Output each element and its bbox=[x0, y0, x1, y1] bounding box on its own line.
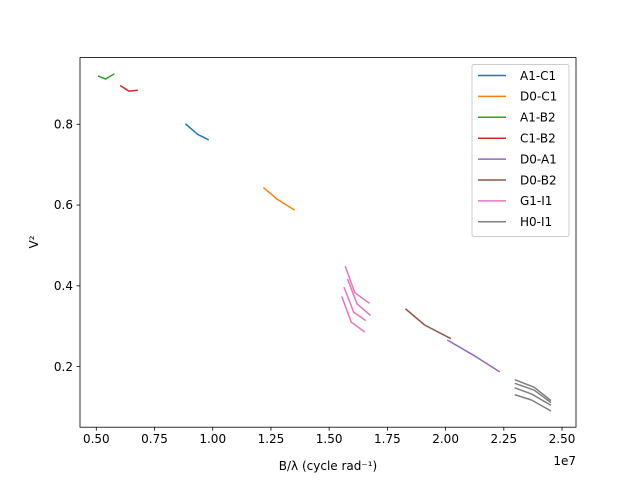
series-line-d0-a1 bbox=[446, 339, 501, 373]
plot-lines bbox=[97, 73, 552, 412]
x-tick-label: 2.50 bbox=[549, 432, 576, 446]
series-line-d0-c1 bbox=[262, 187, 296, 211]
x-tick-label: 2.25 bbox=[490, 432, 517, 446]
series-line-g1-i1 bbox=[344, 265, 370, 304]
series-line-d0-b2 bbox=[404, 308, 452, 340]
x-tick-label: 1.50 bbox=[316, 432, 343, 446]
legend: A1-C1 D0-C1 A1-B2 C1-B2 D0-A1 D0-B2 G1-I1 H0-I1 bbox=[471, 64, 570, 237]
axes-frame bbox=[79, 57, 577, 428]
x-scale-label: 1e7 bbox=[553, 454, 576, 468]
legend-frame bbox=[471, 64, 570, 237]
legend-label: D0-A1 bbox=[520, 152, 557, 166]
legend-label: C1-B2 bbox=[520, 132, 556, 146]
series-line-h0-i1 bbox=[514, 393, 552, 412]
series-line-h0-i1 bbox=[514, 382, 552, 404]
y-tick-label: 0.4 bbox=[54, 279, 73, 293]
legend-label: A1-C1 bbox=[520, 69, 556, 83]
series-line-g1-i1 bbox=[341, 296, 366, 333]
x-tick-label: 0.75 bbox=[141, 432, 168, 446]
series-line-a1-c1 bbox=[184, 123, 210, 141]
series-line-h0-i1 bbox=[514, 387, 552, 407]
legend-label: D0-B2 bbox=[520, 173, 557, 187]
legend-label: H0-I1 bbox=[520, 215, 552, 229]
legend-label: G1-I1 bbox=[520, 194, 552, 208]
y-tick-label: 0.6 bbox=[54, 198, 73, 212]
y-axis-ticks: 0.2 0.4 0.6 0.8 bbox=[54, 117, 80, 374]
y-tick-label: 0.2 bbox=[54, 360, 73, 374]
series-line-a1-b2 bbox=[97, 73, 115, 80]
legend-label: A1-B2 bbox=[520, 111, 556, 125]
series-line-g1-i1 bbox=[343, 286, 367, 322]
legend-label: D0-C1 bbox=[520, 90, 557, 104]
y-tick-label: 0.8 bbox=[54, 117, 73, 131]
x-tick-label: 0.50 bbox=[83, 432, 110, 446]
x-tick-label: 2.00 bbox=[432, 432, 459, 446]
series-line-g1-i1 bbox=[346, 278, 371, 316]
x-axis-ticks: 0.50 0.75 1.00 1.25 1.50 1.75 2.00 2.25 2.50 bbox=[83, 427, 575, 446]
series-line-c1-b2 bbox=[119, 84, 138, 92]
x-tick-label: 1.25 bbox=[258, 432, 285, 446]
x-tick-label: 1.00 bbox=[199, 432, 226, 446]
y-axis-label: V² bbox=[27, 235, 41, 248]
x-tick-label: 1.75 bbox=[374, 432, 401, 446]
series-line-h0-i1 bbox=[514, 378, 552, 402]
x-axis-label: B/λ (cycle rad⁻¹) bbox=[279, 459, 377, 473]
